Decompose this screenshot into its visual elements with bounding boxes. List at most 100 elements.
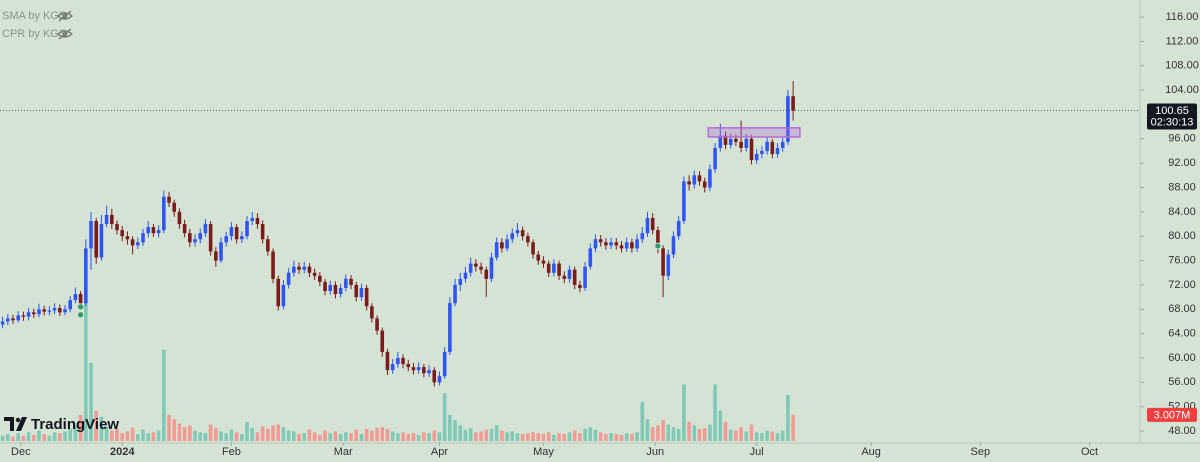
volume-bar [567,432,572,441]
x-tick-label: Sep [971,446,991,458]
candle-body [359,287,364,298]
candle-body [744,138,749,148]
candle-body [177,211,182,225]
volume-bar [546,432,551,441]
volume-bar [588,427,593,441]
candle-body [297,266,301,270]
volume-bar [11,436,15,441]
candle-body [380,330,385,352]
volume-bar [650,427,655,441]
candle-body [702,181,707,188]
volume-bar [786,394,790,441]
y-tick-label: 76.00 [1168,254,1196,266]
candle-body [37,309,41,315]
zone-box [707,127,801,138]
volume-bar [760,433,764,441]
volume-bar [619,434,624,441]
y-tick-label: 64.00 [1168,328,1196,340]
candle-body [614,242,619,246]
candle-body [489,257,494,279]
candle-body [78,294,83,304]
candle-body [671,236,676,255]
candle-body [156,230,161,234]
volume-bar [780,430,785,441]
volume-bar [635,432,639,441]
volume-bar [442,393,447,441]
volume-bar [593,429,598,441]
volume-bar [630,434,634,441]
volume-bar [167,414,171,441]
candle-body [266,239,270,252]
volume-bar [484,429,489,441]
candle-body [780,141,785,148]
eye-icon[interactable] [57,10,73,22]
candle-body [219,242,223,261]
candle-body [442,351,447,377]
volume-bar [203,433,208,441]
candle-body [422,367,426,374]
candle-body [645,217,650,234]
volume-bar [453,420,457,441]
candle-body [42,309,47,312]
candle-body [624,242,629,249]
volume-bar [307,429,312,441]
candle-body [110,214,114,225]
volume-bar [156,430,161,441]
volume-bar [666,424,671,441]
candle-body [458,278,463,285]
candle-body [193,239,197,243]
volume-bar [370,430,374,441]
volume-bar [422,432,426,441]
volume-bar [344,432,348,441]
x-tick-label: Mar [334,446,353,458]
volume-bar [583,428,587,441]
volume-bar [702,427,707,441]
candle-body [562,275,567,279]
candle-body [63,309,67,313]
volume-bar [198,432,203,441]
volume-bar [401,432,405,441]
volume-bar [182,427,187,441]
volume-bar [682,384,686,441]
volume-bar [749,424,754,441]
candle-body [245,221,249,237]
volume-bar [26,432,31,441]
volume-bar [323,430,327,441]
candle-body [734,138,738,142]
volume-bar [349,433,353,441]
candle-body [713,147,717,170]
x-tick-label: Oct [1081,446,1098,458]
candle-body [411,367,416,371]
candle-body [609,242,613,246]
volume-bar [21,435,26,441]
volume-bar [500,430,504,441]
candle-body [385,351,390,371]
volume-bar [240,434,244,441]
indicator-label: CPR by KGS [2,28,66,40]
candle-body [692,175,697,185]
volume-bar [770,431,775,441]
volume-bar [479,431,483,441]
candle-body [619,245,624,249]
candle-body [718,135,723,148]
volume-bar [645,419,650,441]
volume-bar [141,429,145,441]
volume-bar [427,433,431,441]
volume-bar [380,427,385,441]
candle-body [526,236,530,243]
candle-body [640,233,645,240]
candle-body [167,196,171,203]
volume-bar [260,426,265,441]
signal-dot [77,311,85,319]
candle-body [588,248,593,267]
volume-bar [697,428,702,441]
volume-bar [385,428,390,441]
volume-bar [609,433,613,441]
volume-bar [578,433,582,441]
eye-icon[interactable] [57,28,73,40]
candle-body [786,96,790,142]
candle-body [739,141,743,148]
candle-body [770,141,775,155]
candle-body [791,96,795,111]
candle-body [604,242,608,246]
